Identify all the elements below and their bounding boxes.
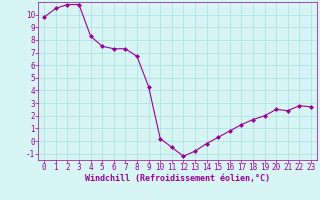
X-axis label: Windchill (Refroidissement éolien,°C): Windchill (Refroidissement éolien,°C): [85, 174, 270, 183]
